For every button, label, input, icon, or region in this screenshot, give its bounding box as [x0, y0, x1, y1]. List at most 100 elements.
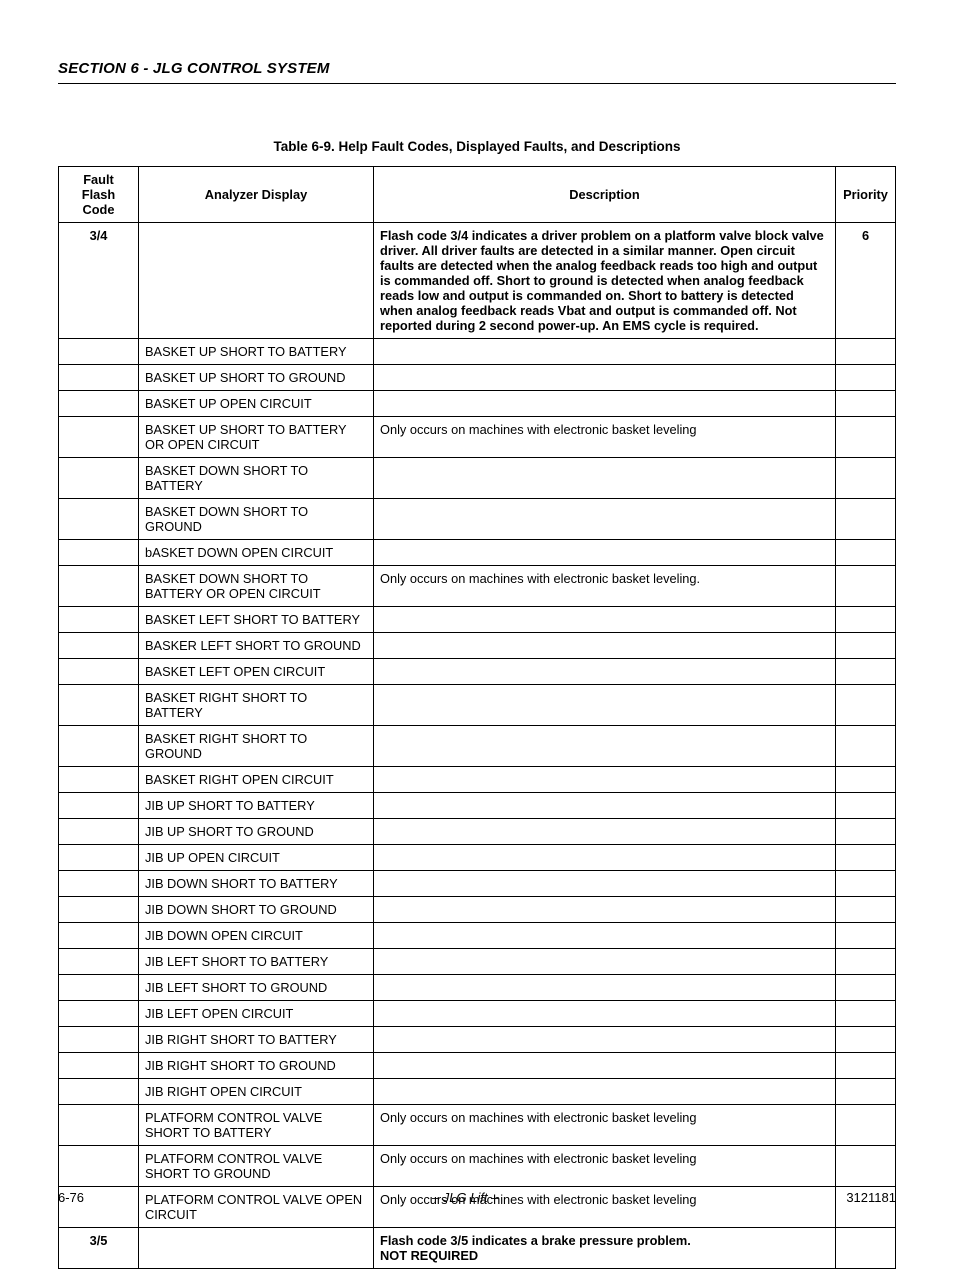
cell-display: JIB DOWN SHORT TO BATTERY: [139, 871, 374, 897]
cell-code: [59, 659, 139, 685]
cell-desc: Flash code 3/5 indicates a brake pressur…: [374, 1228, 836, 1269]
cell-priority: 6: [836, 223, 896, 339]
table-row: BASKET DOWN SHORT TO BATTERY OR OPEN CIR…: [59, 566, 896, 607]
cell-desc: [374, 685, 836, 726]
cell-priority: [836, 417, 896, 458]
cell-priority: [836, 793, 896, 819]
table-row: BASKET UP SHORT TO BATTERY OR OPEN CIRCU…: [59, 417, 896, 458]
cell-code: [59, 566, 139, 607]
cell-code: [59, 1146, 139, 1187]
cell-desc: [374, 949, 836, 975]
cell-display: BASKET DOWN SHORT TO GROUND: [139, 499, 374, 540]
cell-display: PLATFORM CONTROL VALVE SHORT TO BATTERY: [139, 1105, 374, 1146]
cell-desc: [374, 975, 836, 1001]
cell-priority: [836, 1079, 896, 1105]
cell-code: [59, 633, 139, 659]
cell-priority: [836, 871, 896, 897]
table-header-row: Fault Flash Code Analyzer Display Descri…: [59, 167, 896, 223]
header-display: Analyzer Display: [139, 167, 374, 223]
cell-code: [59, 499, 139, 540]
cell-display: BASKET UP SHORT TO BATTERY: [139, 339, 374, 365]
cell-display: JIB LEFT OPEN CIRCUIT: [139, 1001, 374, 1027]
table-row: BASKET DOWN SHORT TO GROUND: [59, 499, 896, 540]
cell-desc: [374, 1053, 836, 1079]
table-row: JIB LEFT SHORT TO BATTERY: [59, 949, 896, 975]
table-row: JIB RIGHT OPEN CIRCUIT: [59, 1079, 896, 1105]
cell-code: [59, 949, 139, 975]
cell-desc: [374, 871, 836, 897]
cell-priority: [836, 339, 896, 365]
cell-code: [59, 458, 139, 499]
cell-priority: [836, 633, 896, 659]
cell-priority: [836, 607, 896, 633]
fault-codes-table: Fault Flash Code Analyzer Display Descri…: [58, 166, 896, 1269]
cell-code: 3/5: [59, 1228, 139, 1269]
cell-desc: [374, 793, 836, 819]
cell-code: [59, 1079, 139, 1105]
cell-display: BASKET RIGHT OPEN CIRCUIT: [139, 767, 374, 793]
cell-desc: [374, 767, 836, 793]
cell-priority: [836, 458, 896, 499]
cell-priority: [836, 566, 896, 607]
cell-desc: Only occurs on machines with electronic …: [374, 1105, 836, 1146]
cell-priority: [836, 845, 896, 871]
page-footer: 6-76 – JLG Lift – 3121181: [58, 1190, 896, 1205]
cell-display: JIB LEFT SHORT TO BATTERY: [139, 949, 374, 975]
section-header: SECTION 6 - JLG CONTROL SYSTEM: [58, 60, 896, 84]
table-row: JIB LEFT OPEN CIRCUIT: [59, 1001, 896, 1027]
cell-display: JIB RIGHT SHORT TO BATTERY: [139, 1027, 374, 1053]
cell-priority: [836, 819, 896, 845]
cell-display: BASKET UP SHORT TO BATTERY OR OPEN CIRCU…: [139, 417, 374, 458]
table-row: BASKET UP OPEN CIRCUIT: [59, 391, 896, 417]
cell-desc: [374, 923, 836, 949]
cell-desc: Only occurs on machines with electronic …: [374, 417, 836, 458]
cell-desc: [374, 458, 836, 499]
cell-code: [59, 339, 139, 365]
cell-code: 3/4: [59, 223, 139, 339]
cell-display: JIB RIGHT OPEN CIRCUIT: [139, 1079, 374, 1105]
cell-priority: [836, 923, 896, 949]
table-row: BASKET RIGHT OPEN CIRCUIT: [59, 767, 896, 793]
table-row: BASKET UP SHORT TO GROUND: [59, 365, 896, 391]
cell-display: BASKET DOWN SHORT TO BATTERY: [139, 458, 374, 499]
cell-desc: Flash code 3/4 indicates a driver proble…: [374, 223, 836, 339]
cell-display: BASKET UP SHORT TO GROUND: [139, 365, 374, 391]
cell-display: BASKET LEFT SHORT TO BATTERY: [139, 607, 374, 633]
cell-desc: [374, 1027, 836, 1053]
table-caption: Table 6-9. Help Fault Codes, Displayed F…: [58, 139, 896, 154]
cell-priority: [836, 726, 896, 767]
header-priority: Priority: [836, 167, 896, 223]
cell-display: JIB UP SHORT TO GROUND: [139, 819, 374, 845]
cell-priority: [836, 949, 896, 975]
footer-right: 3121181: [846, 1190, 896, 1205]
cell-desc: [374, 1079, 836, 1105]
table-row: JIB DOWN OPEN CIRCUIT: [59, 923, 896, 949]
cell-priority: [836, 1146, 896, 1187]
cell-desc: [374, 897, 836, 923]
cell-priority: [836, 1105, 896, 1146]
cell-display: BASKET RIGHT SHORT TO BATTERY: [139, 685, 374, 726]
cell-priority: [836, 767, 896, 793]
cell-code: [59, 975, 139, 1001]
cell-display: [139, 1228, 374, 1269]
footer-left: 6-76: [58, 1190, 84, 1205]
table-row: BASKER LEFT SHORT TO GROUND: [59, 633, 896, 659]
cell-code: [59, 793, 139, 819]
cell-display: JIB RIGHT SHORT TO GROUND: [139, 1053, 374, 1079]
header-code: Fault Flash Code: [59, 167, 139, 223]
cell-code: [59, 923, 139, 949]
cell-display: JIB UP SHORT TO BATTERY: [139, 793, 374, 819]
table-row: BASKET UP SHORT TO BATTERY: [59, 339, 896, 365]
table-row: bASKET DOWN OPEN CIRCUIT: [59, 540, 896, 566]
cell-desc: Only occurs on machines with electronic …: [374, 566, 836, 607]
cell-code: [59, 819, 139, 845]
cell-priority: [836, 540, 896, 566]
table-body: 3/4 Flash code 3/4 indicates a driver pro…: [59, 223, 896, 1269]
cell-desc: [374, 607, 836, 633]
cell-display: BASKET UP OPEN CIRCUIT: [139, 391, 374, 417]
table-row: JIB UP OPEN CIRCUIT: [59, 845, 896, 871]
cell-priority: [836, 685, 896, 726]
cell-priority: [836, 659, 896, 685]
cell-desc: Only occurs on machines with electronic …: [374, 1146, 836, 1187]
table-row: JIB UP SHORT TO GROUND: [59, 819, 896, 845]
